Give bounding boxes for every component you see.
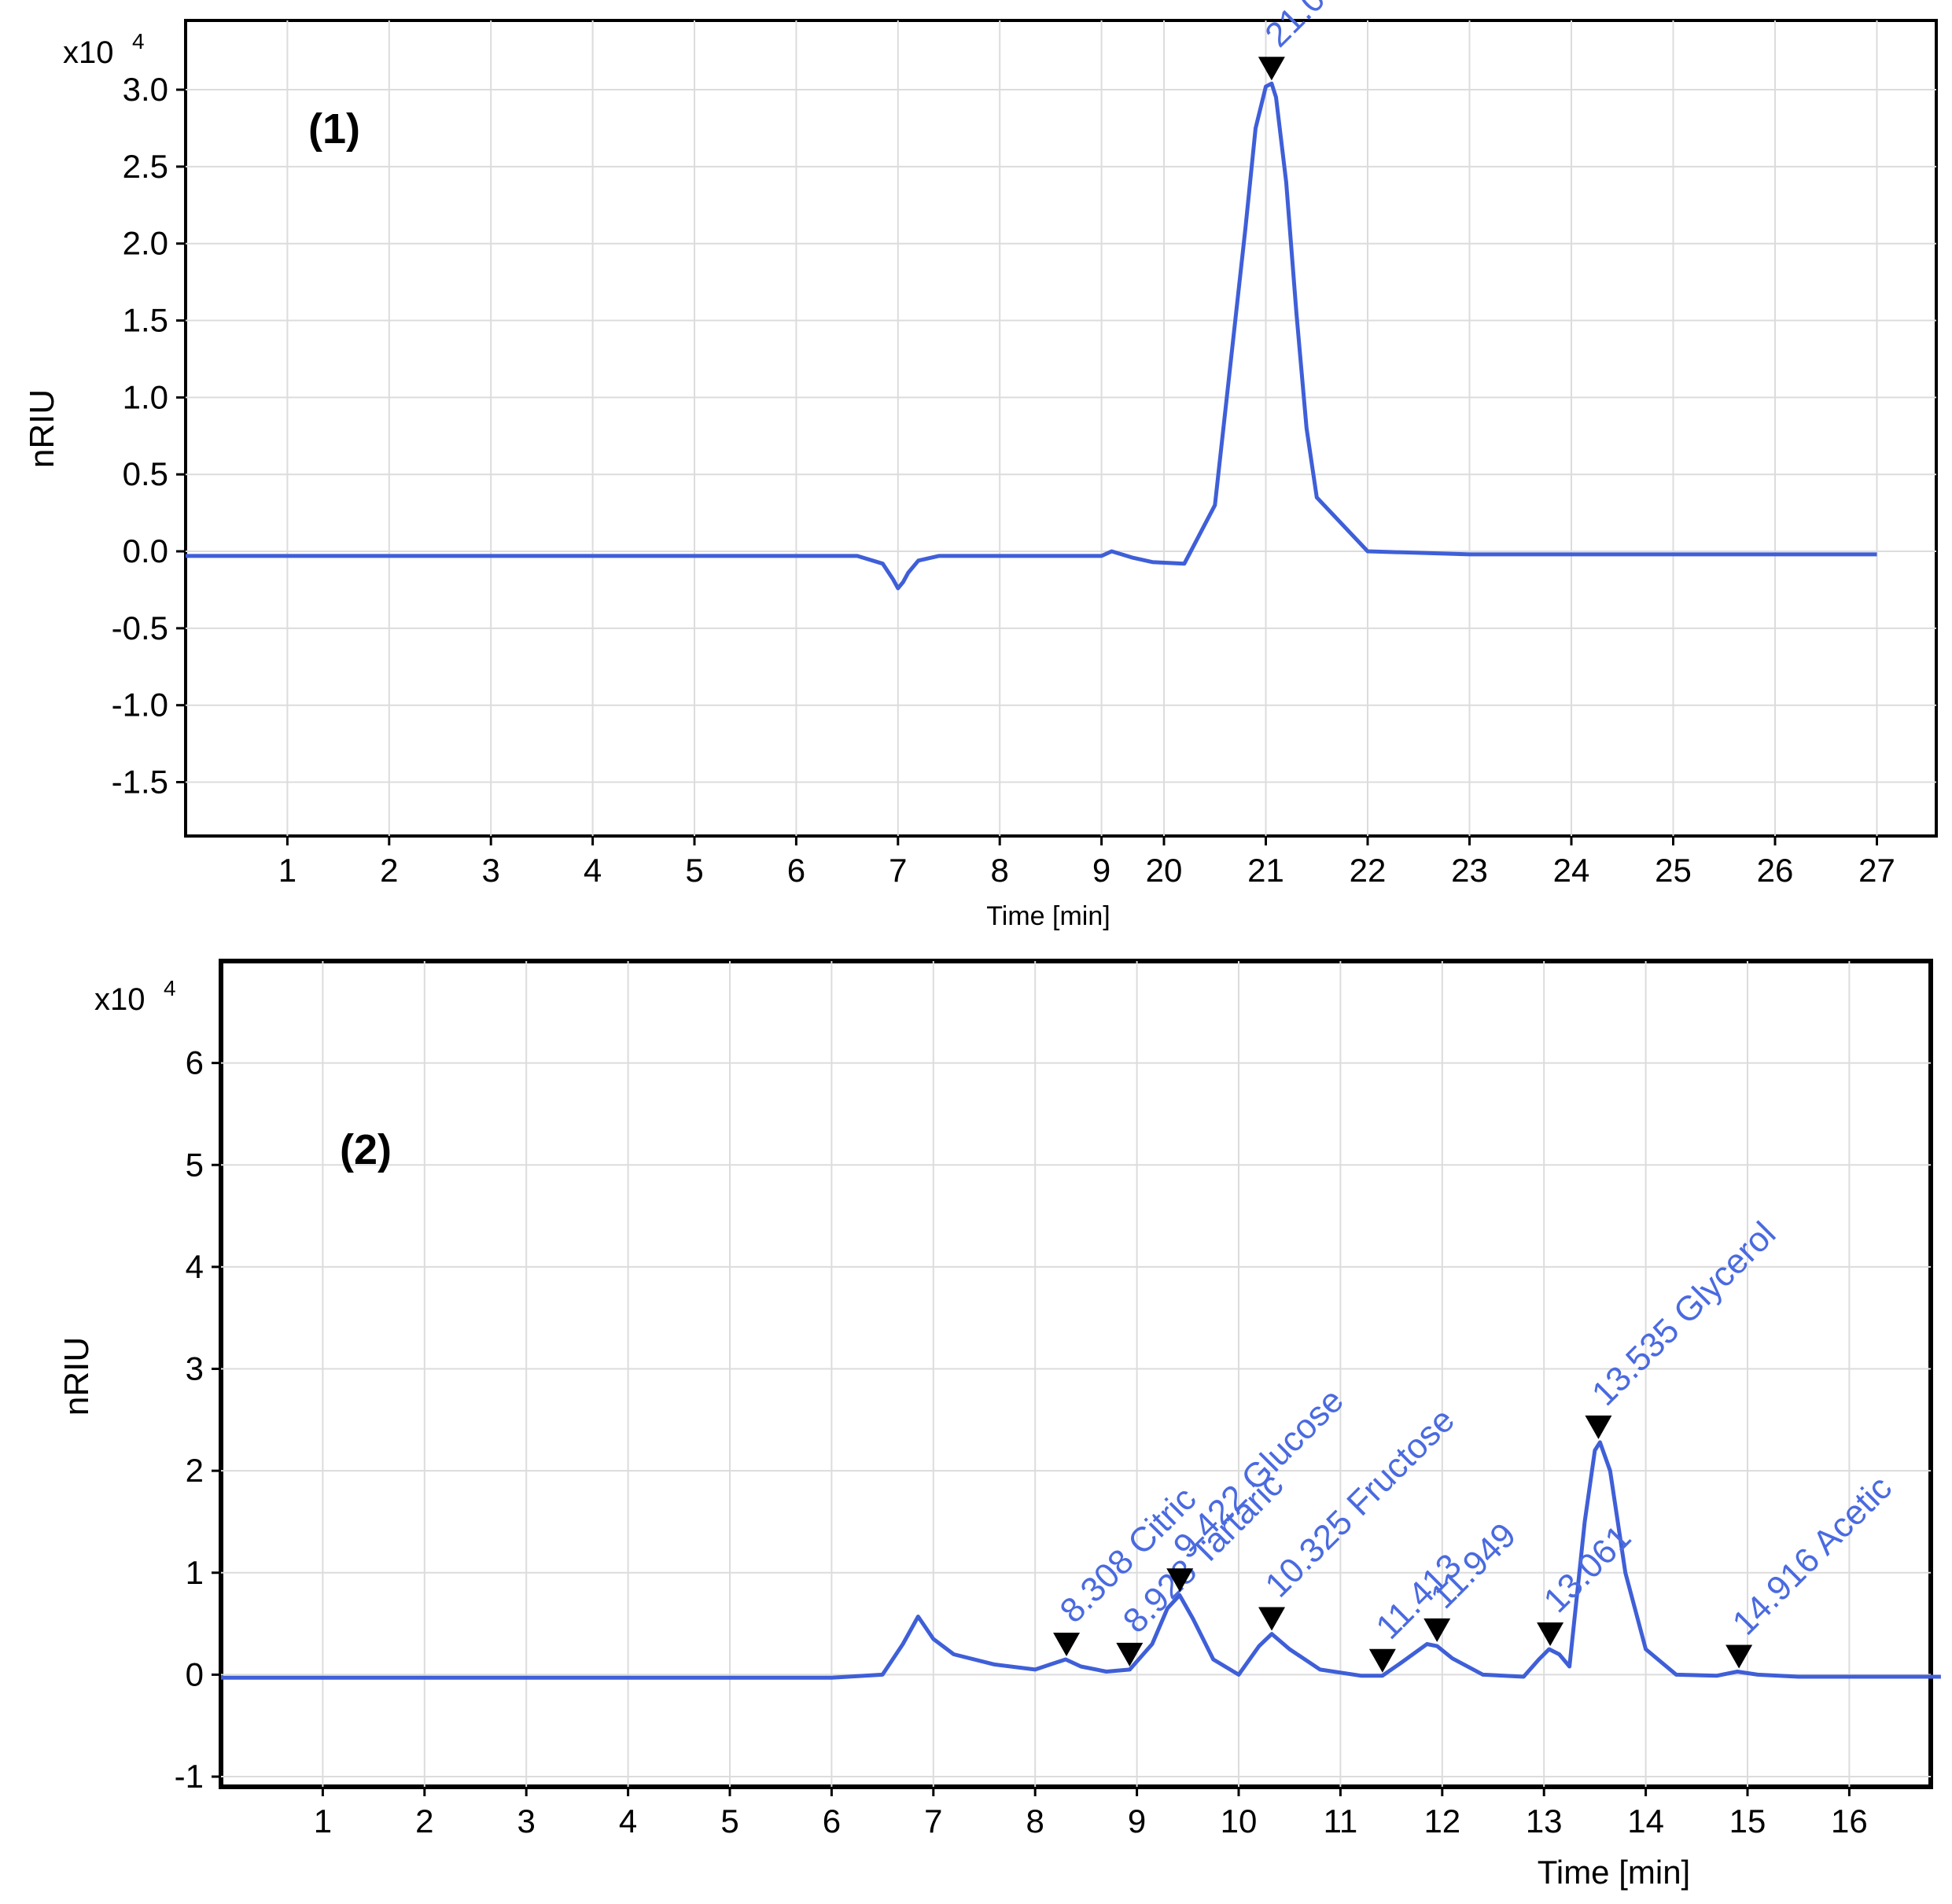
y-tick-label: 3.0 <box>123 71 168 108</box>
x-tick-label: 1 <box>314 1803 332 1840</box>
peak-marker <box>1258 57 1285 81</box>
x-tick-label: 21 <box>1247 852 1284 889</box>
peak-marker <box>1116 1642 1144 1666</box>
y-axis-label: nRIU <box>23 389 61 468</box>
y-tick-label: 3 <box>186 1350 204 1387</box>
y-exponent-power: 4 <box>164 976 176 1000</box>
x-axis-label: Time [min] <box>1538 1854 1690 1891</box>
y-tick-label: 0.5 <box>123 455 168 492</box>
x-tick-label: 9 <box>1092 852 1110 889</box>
y-tick-label: -1.5 <box>112 764 168 801</box>
x-tick-label: 11 <box>1324 1803 1358 1840</box>
x-tick-label: 14 <box>1627 1803 1664 1840</box>
x-tick-label: 6 <box>787 852 805 889</box>
y-tick-label: 2.0 <box>123 225 168 262</box>
peak-marker <box>1053 1632 1081 1656</box>
x-tick-label: 12 <box>1423 1803 1460 1840</box>
x-tick-label: 7 <box>924 1803 942 1840</box>
x-tick-label: 8 <box>991 852 1009 889</box>
y-tick-label: 0.0 <box>123 532 168 569</box>
x-tick-label: 8 <box>1026 1803 1044 1840</box>
peak-marker <box>1368 1648 1396 1673</box>
y-tick-label: 0 <box>186 1655 204 1692</box>
x-tick-label: 13 <box>1526 1803 1563 1840</box>
peak-marker <box>1258 1607 1286 1631</box>
x-tick-label: 3 <box>482 852 500 889</box>
y-tick-label: 2 <box>186 1452 204 1489</box>
plot-frame <box>184 19 1938 838</box>
y-tick-label: 5 <box>186 1146 204 1183</box>
x-tick-label: 5 <box>720 1803 738 1840</box>
panel-label: (2) <box>340 1126 392 1173</box>
x-tick-label: 5 <box>685 852 703 889</box>
peak-marker <box>1423 1618 1451 1642</box>
x-tick-label: 25 <box>1655 852 1692 889</box>
x-tick-label: 24 <box>1553 852 1590 889</box>
x-tick-label: 2 <box>415 1803 433 1840</box>
trace-line <box>186 81 1877 591</box>
x-tick-label: 6 <box>823 1803 841 1840</box>
x-tick-label: 16 <box>1831 1803 1868 1840</box>
peak-marker <box>1537 1622 1564 1646</box>
x-tick-label: 20 <box>1146 852 1183 889</box>
y-exponent-base: x10 <box>94 982 145 1017</box>
y-tick-label: 1 <box>186 1554 204 1591</box>
y-tick-label: -1.0 <box>112 687 168 724</box>
x-tick-label: 7 <box>889 852 907 889</box>
y-tick-label: 6 <box>186 1044 204 1081</box>
y-tick-label: -0.5 <box>112 610 168 646</box>
x-tick-label: 1 <box>278 852 296 889</box>
x-tick-label: 23 <box>1451 852 1488 889</box>
panel-label: (1) <box>308 105 360 153</box>
x-tick-label: 2 <box>380 852 398 889</box>
x-tick-label: 4 <box>584 852 602 889</box>
peak-marker <box>1725 1644 1753 1669</box>
peak-marker <box>1585 1415 1612 1439</box>
peak-marker <box>1166 1568 1194 1593</box>
y-tick-label: 1.0 <box>123 378 168 415</box>
x-tick-label: 27 <box>1858 852 1895 889</box>
chromatogram-panel-1: 1 2 3 4 5 6 7 8 9 20 21 22 23 24 25 26 273.02.52.01.51.0… <box>23 0 1938 931</box>
x-tick-label: 9 <box>1128 1803 1146 1840</box>
y-exponent-power: 4 <box>132 29 145 53</box>
y-tick-label: 2.5 <box>123 148 168 185</box>
x-tick-label: 10 <box>1221 1803 1258 1840</box>
y-tick-label: -1 <box>175 1758 204 1795</box>
x-tick-label: 15 <box>1729 1803 1766 1840</box>
y-exponent-base: x10 <box>63 35 114 70</box>
y-tick-label: 4 <box>186 1248 204 1285</box>
x-axis-label: Time [min] <box>986 901 1110 931</box>
x-tick-label: 22 <box>1350 852 1387 889</box>
x-tick-label: 3 <box>517 1803 536 1840</box>
x-tick-label: 4 <box>619 1803 637 1840</box>
trace-line <box>221 1440 1941 1680</box>
y-tick-label: 1.5 <box>123 302 168 339</box>
x-tick-label: 26 <box>1757 852 1794 889</box>
y-axis-label: nRIU <box>57 1337 96 1416</box>
